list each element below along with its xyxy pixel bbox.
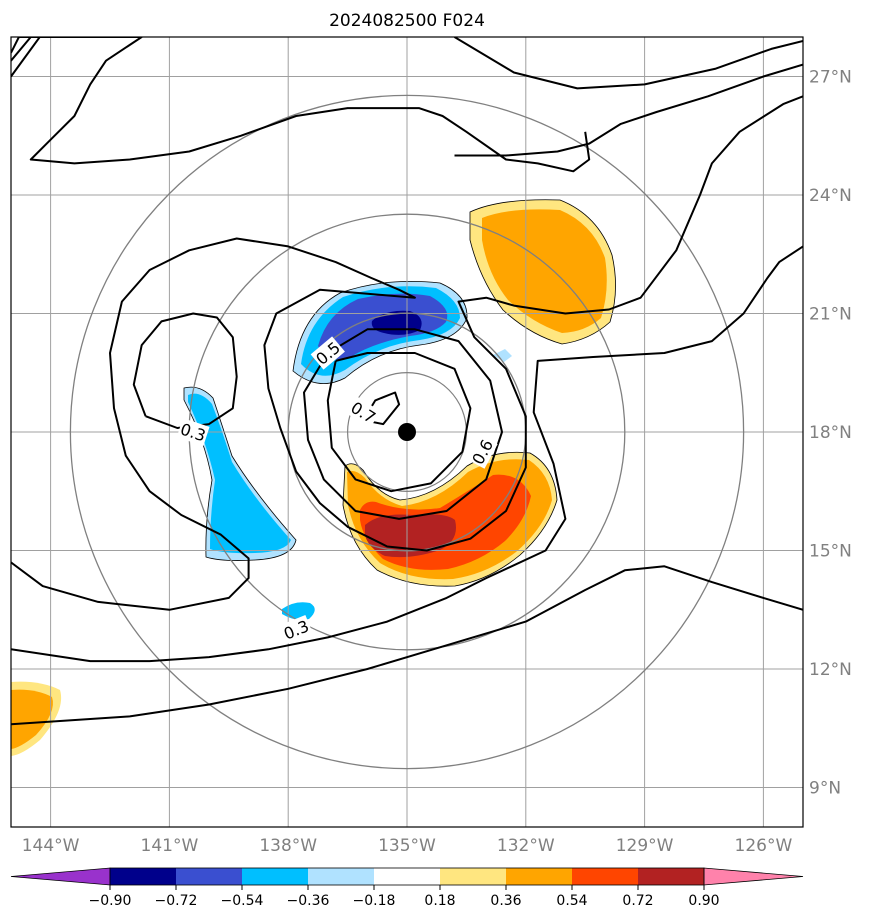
contour-label-bg [346, 396, 381, 429]
y-tick-label: 18°N [809, 423, 852, 443]
contour-line [303, 328, 503, 520]
map-area: 0.70.50.60.30.3 [11, 37, 803, 827]
contour-line [11, 245, 803, 663]
range-ring [69, 94, 745, 770]
x-tick-label: 144°W [22, 836, 80, 856]
x-tick-label: 135°W [378, 836, 436, 856]
contour-label-bg [310, 336, 345, 370]
colorbar-extend-high [703, 867, 804, 886]
colorbar-segment [638, 868, 705, 885]
field-small-blue-2 [493, 349, 512, 362]
colorbar-tick-label: −0.72 [155, 893, 198, 909]
field-outline-west [183, 386, 297, 561]
contour-label-bg [279, 614, 313, 645]
contour-line [454, 63, 803, 157]
y-tick-label: 21°N [809, 305, 852, 325]
contour-label-bg [176, 418, 210, 446]
contour-line [11, 37, 591, 173]
colorbar-extend-low [10, 867, 111, 886]
colorbar-segment [572, 868, 639, 885]
colorbar-tick-label: 0.18 [424, 893, 455, 909]
map-frame [10, 36, 804, 828]
contour-lines [11, 37, 803, 726]
y-tick-label: 24°N [809, 186, 852, 206]
colorbar-tick-label: 0.36 [490, 893, 521, 909]
chart-title: 2024082500 F024 [329, 11, 485, 31]
colorbar-segment [308, 868, 375, 885]
y-tick-label: 12°N [809, 660, 852, 680]
x-axis-ticks: 144°W 141°W 138°W 135°W 132°W 129°W 126°W [22, 836, 793, 856]
contour-line [11, 565, 803, 726]
contour-line [362, 391, 401, 426]
field-outline-n [292, 280, 468, 384]
colorbar-frame [109, 867, 705, 886]
field-sw-0.36 [11, 689, 53, 749]
contour-line [11, 37, 42, 78]
x-tick-label: 138°W [259, 836, 317, 856]
colorbar-tick-label: 0.72 [622, 893, 653, 909]
field-west-0.36 [188, 393, 291, 554]
field-outlines [183, 199, 616, 587]
colorbar-tick-label: 0.90 [688, 893, 719, 909]
colorbar-tick-label: −0.54 [221, 893, 264, 909]
field-outline-s [342, 451, 558, 587]
y-tick-label: 15°N [809, 542, 852, 562]
x-tick-label: 126°W [735, 836, 793, 856]
contour-line [11, 95, 803, 611]
colorbar-tick-label: −0.36 [287, 893, 330, 909]
contour-line [132, 312, 238, 429]
y-tick-label: 9°N [809, 779, 841, 799]
x-tick-label: 132°W [497, 836, 555, 856]
colorbar-segment [176, 868, 243, 885]
colorbar-tick-label: −0.18 [353, 893, 396, 909]
contour-label-bg [466, 434, 498, 469]
storm-center-marker [398, 423, 416, 441]
y-axis-ticks: 27°N 24°N 21°N 18°N 15°N 12°N 9°N [809, 68, 852, 799]
colorbar-tick-label: −0.90 [89, 893, 132, 909]
colorbar-segment [110, 868, 177, 885]
colorbar-segment [506, 868, 573, 885]
colorbar-segment [242, 868, 309, 885]
colorbar-segment [374, 868, 441, 885]
contour-line [11, 37, 63, 62]
x-tick-label: 129°W [616, 836, 674, 856]
colorbar: −0.90 −0.72 −0.54 −0.36 −0.18 0.18 0.36 0.54 0.7… [10, 867, 804, 909]
field-outline-ne [469, 199, 616, 345]
y-tick-label: 27°N [809, 68, 852, 88]
x-tick-label: 141°W [141, 836, 199, 856]
contour-line [453, 37, 803, 90]
field-ne-0.36 [482, 209, 607, 333]
colorbar-tick-label: 0.54 [556, 893, 587, 909]
colorbar-segment [440, 868, 507, 885]
contour-line [326, 352, 472, 493]
